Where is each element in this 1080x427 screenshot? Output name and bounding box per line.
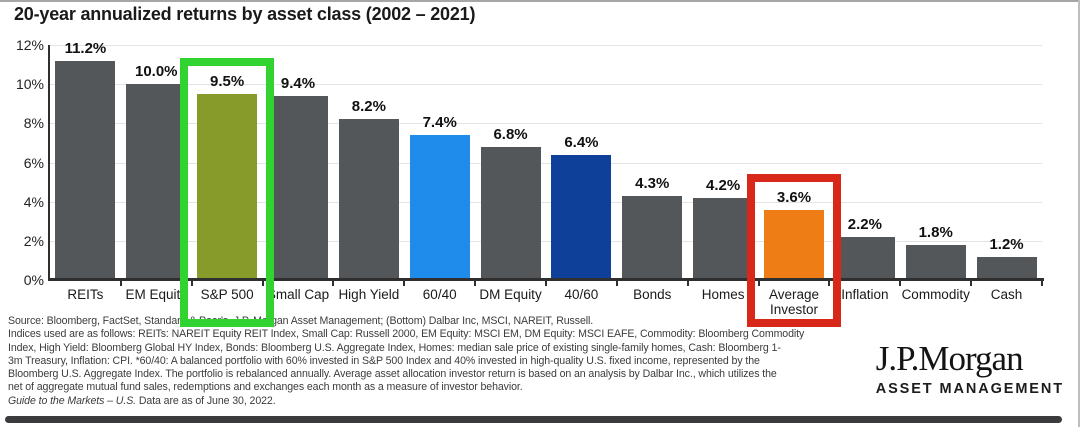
y-axis-label-8pct: 8% bbox=[23, 115, 44, 132]
bar-em-equity bbox=[126, 84, 187, 279]
x-axis-tick bbox=[757, 281, 760, 286]
x-axis-tick bbox=[899, 281, 902, 286]
bar-value-label-inflation: 2.2% bbox=[847, 215, 882, 233]
jpmorgan-asset-management-subtitle: ASSET MANAGEMENT bbox=[875, 381, 1064, 397]
x-axis-label-average-investor: Average Investor bbox=[768, 287, 819, 317]
x-axis-tick bbox=[190, 281, 193, 286]
x-axis-tick bbox=[332, 281, 335, 286]
bar-40-60 bbox=[551, 154, 612, 279]
footnote-line-3: Index, High Yield: Bloomberg Global HY I… bbox=[8, 341, 781, 354]
guide-to-markets-italic: Guide to the Markets – U.S. bbox=[8, 394, 137, 407]
x-axis-label-commodity: Commodity bbox=[901, 287, 970, 302]
y-axis-label-12pct: 12% bbox=[15, 37, 44, 53]
footnote-line-5: Bloomberg U.S. Aggregate Index. The port… bbox=[8, 368, 777, 381]
x-axis-tick bbox=[1041, 281, 1043, 286]
chart-title: 20-year annualized returns by asset clas… bbox=[14, 4, 476, 24]
bar-inflation bbox=[834, 236, 895, 279]
bar-value-label-average-investor: 3.6% bbox=[776, 188, 812, 206]
y-axis-label-2pct: 2% bbox=[23, 232, 44, 249]
footnote-line-6: net of aggregate mutual fund sales, rede… bbox=[8, 381, 523, 394]
bar-homes bbox=[693, 197, 754, 279]
bar-value-label-60-40: 7.4% bbox=[422, 114, 457, 132]
jpmorgan-wordmark: J.P.Morgan bbox=[875, 339, 1024, 378]
bar-value-label-bonds: 4.3% bbox=[635, 174, 670, 192]
bottom-divider-bar bbox=[5, 416, 1062, 423]
bar-commodity bbox=[905, 244, 966, 279]
bar-bonds bbox=[622, 195, 683, 279]
bar-average-investor bbox=[764, 209, 824, 279]
bar-small-cap bbox=[268, 95, 328, 279]
x-axis-tick bbox=[403, 281, 406, 286]
y-axis-label-0pct: 0% bbox=[23, 272, 44, 288]
gridline-2pct bbox=[50, 240, 1042, 242]
x-axis-label-homes: Homes bbox=[701, 287, 745, 302]
bar-value-label-em-equity: 10.0% bbox=[134, 63, 178, 81]
data-as-of-text: Data are as of June 30, 2022. bbox=[136, 394, 276, 407]
gridline-8pct bbox=[50, 123, 1042, 125]
x-axis-tick bbox=[970, 281, 973, 286]
x-axis-tick bbox=[119, 281, 122, 286]
x-axis-tick bbox=[686, 281, 689, 286]
top-border-line bbox=[0, 0, 1080, 2]
bar-value-label-cash: 1.2% bbox=[989, 235, 1024, 253]
red-highlight-box bbox=[747, 173, 841, 327]
y-axis-label-6pct: 6% bbox=[23, 154, 44, 171]
green-highlight-box bbox=[180, 57, 275, 327]
gridline-6pct bbox=[50, 162, 1042, 164]
bar-value-label-40-60: 6.4% bbox=[564, 133, 599, 151]
source-footnote: Source: Bloomberg, FactSet, Standard & P… bbox=[8, 315, 908, 408]
footnote-line-2: Indices used are as follows: REITs: NARE… bbox=[8, 328, 805, 341]
bar-dm-equity bbox=[480, 146, 541, 279]
x-axis-label-60-40: 60/40 bbox=[422, 287, 457, 302]
x-axis-label-high-yield: High Yield bbox=[338, 287, 400, 302]
bar-value-label-commodity: 1.8% bbox=[918, 223, 953, 241]
y-axis-label-4pct: 4% bbox=[23, 193, 44, 210]
bar-value-label-small-cap: 9.4% bbox=[280, 74, 316, 92]
y-axis-label-10pct: 10% bbox=[15, 76, 44, 93]
x-axis-label-bonds: Bonds bbox=[633, 287, 672, 302]
gridline-12pct bbox=[50, 45, 1042, 46]
x-axis-tick bbox=[545, 281, 547, 286]
x-axis-label-em-equity: EM Equity bbox=[125, 287, 188, 302]
bar-reits bbox=[55, 60, 116, 279]
jpmorgan-logo: J.P.Morgan ASSET MANAGEMENT bbox=[875, 339, 1064, 398]
gridline-10pct bbox=[50, 84, 1042, 86]
bar-value-label-homes: 4.2% bbox=[706, 176, 741, 194]
footnote-line-7: Guide to the Markets – U.S. Data are as … bbox=[8, 395, 908, 408]
x-axis-label-40-60: 40/60 bbox=[564, 287, 599, 302]
footnote-line-4: 3m Treasury, Inflation: CPI. *60/40: A b… bbox=[8, 354, 760, 367]
x-axis-label-cash: Cash bbox=[990, 287, 1023, 302]
bar-value-label-reits: 11.2% bbox=[64, 39, 107, 57]
x-axis-tick bbox=[828, 281, 831, 286]
x-axis-tick bbox=[261, 281, 264, 286]
bar-value-label-dm-equity: 6.8% bbox=[493, 125, 528, 143]
x-axis-label-s-p-500: S&P 500 bbox=[200, 287, 254, 302]
bar-s-p-500 bbox=[197, 93, 258, 279]
x-axis-label-reits: REITs bbox=[67, 287, 104, 302]
x-axis-label-inflation: Inflation bbox=[841, 287, 889, 302]
bar-high-yield bbox=[338, 119, 399, 279]
bar-60-40 bbox=[409, 135, 470, 279]
x-axis-tick bbox=[474, 281, 477, 286]
bar-cash bbox=[976, 256, 1037, 279]
y-axis-line bbox=[48, 45, 50, 280]
x-axis-label-dm-equity: DM Equity bbox=[479, 287, 542, 302]
x-axis-tick bbox=[615, 281, 618, 286]
x-axis-label-small-cap: Small Cap bbox=[266, 287, 330, 302]
footnote-line-1: Source: Bloomberg, FactSet, Standard & P… bbox=[8, 315, 594, 327]
bar-value-label-s-p-500: 9.5% bbox=[210, 72, 245, 90]
gridline-4pct bbox=[50, 201, 1042, 203]
x-axis-line bbox=[48, 278, 1044, 281]
right-border-line bbox=[1078, 0, 1080, 427]
bar-value-label-high-yield: 8.2% bbox=[351, 98, 386, 116]
